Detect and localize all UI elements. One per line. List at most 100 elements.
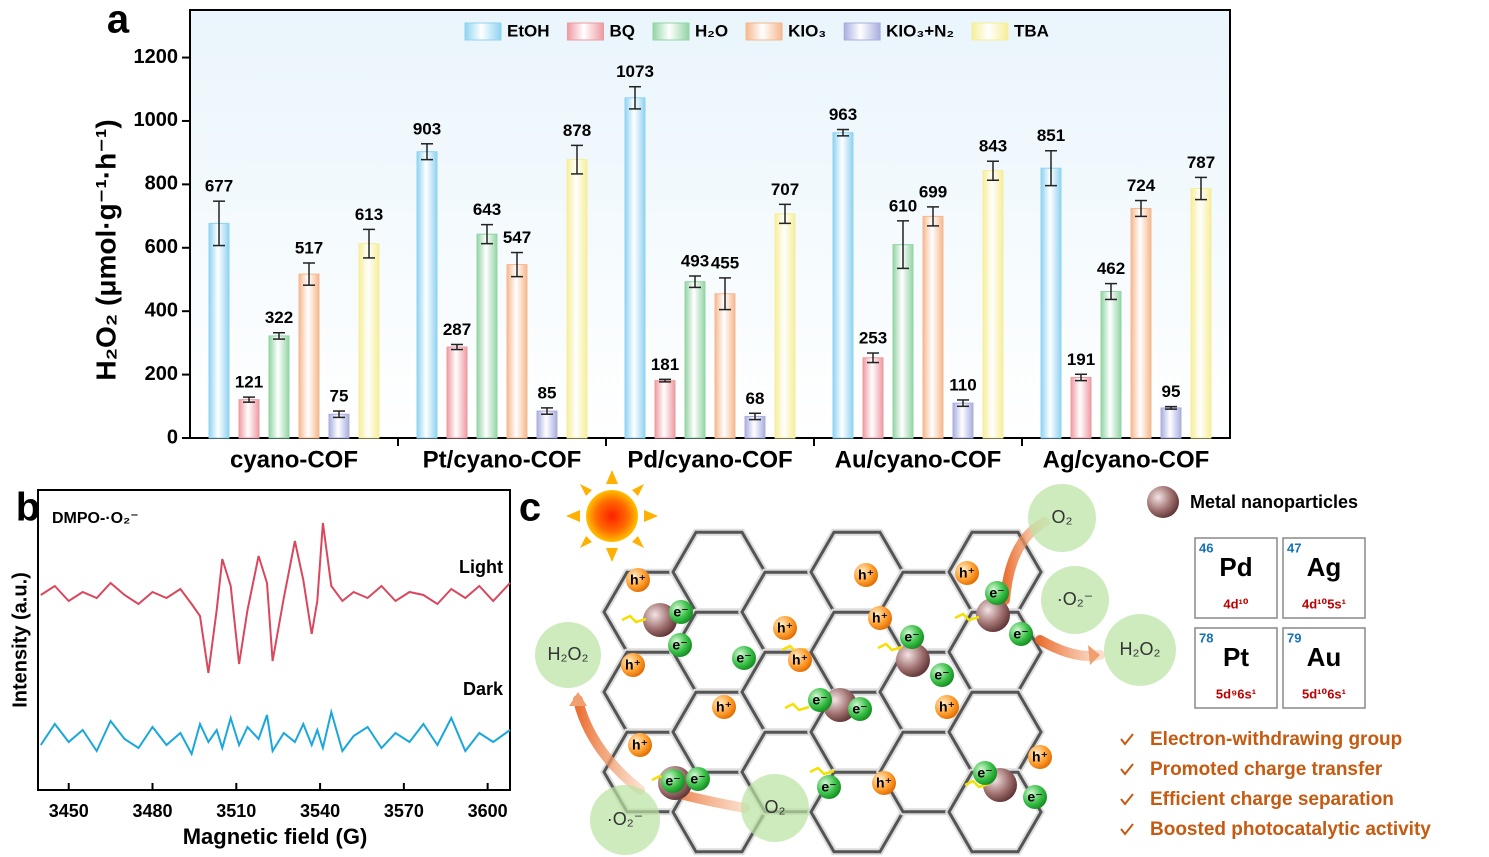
bar	[1040, 167, 1062, 439]
legend-label: TBA	[1014, 21, 1049, 40]
error-bar	[243, 396, 255, 403]
x-tick-label: 3570	[384, 801, 424, 821]
legend-label: EtOH	[507, 21, 550, 40]
transfer-arrow	[621, 614, 647, 624]
element-symbol: Pd	[1219, 552, 1252, 582]
hole	[788, 648, 812, 672]
transfer-arrow	[809, 766, 835, 776]
atomic-number: 46	[1199, 540, 1213, 555]
transfer-arrow	[964, 779, 990, 789]
species-bubble	[535, 622, 601, 688]
value-label: 851	[1037, 126, 1065, 145]
y-tick-label: 0	[167, 426, 178, 448]
electron	[900, 625, 924, 649]
bar	[1100, 291, 1122, 439]
error-bar	[303, 262, 315, 286]
legend-label: KIO₃	[788, 21, 826, 40]
bar	[298, 273, 320, 439]
error-bar	[1045, 150, 1057, 187]
x-axis-label: Magnetic field (G)	[183, 824, 368, 849]
species-label: O₂	[1052, 507, 1073, 527]
legend-label: H₂O	[695, 21, 728, 40]
error-bar	[363, 228, 375, 259]
hole-label: h⁺	[1032, 749, 1048, 765]
advantage: Boosted photocatalytic activity	[1150, 819, 1431, 840]
error-bar	[749, 412, 761, 421]
hexagon	[947, 770, 1043, 854]
hole-label: h⁺	[858, 567, 874, 583]
x-tick-label: 3510	[216, 801, 256, 821]
bar	[832, 132, 854, 439]
hole-label: h⁺	[959, 565, 975, 581]
hole	[621, 653, 645, 677]
error-bar	[837, 128, 849, 137]
element-symbol: Au	[1307, 642, 1342, 672]
bar	[774, 213, 796, 439]
nanoparticle-legend	[1147, 486, 1179, 518]
electron	[930, 663, 954, 687]
electron-label: e⁻	[690, 771, 705, 787]
nanoparticle	[896, 643, 930, 677]
error-bar	[779, 203, 791, 225]
error-bar	[571, 144, 583, 175]
value-label: 517	[295, 238, 323, 257]
electron-label: e⁻	[989, 585, 1004, 601]
nanoparticle	[976, 598, 1010, 632]
bar	[268, 335, 290, 439]
value-label: 253	[859, 329, 887, 348]
species-label: H₂O₂	[1120, 639, 1161, 659]
electron	[668, 633, 692, 657]
hole	[1028, 745, 1052, 769]
electron	[985, 581, 1009, 605]
electron	[669, 600, 693, 624]
bar	[416, 151, 438, 439]
bar	[922, 215, 944, 439]
sun	[566, 470, 658, 562]
element-symbol: Pt	[1223, 642, 1249, 672]
axis-frame	[37, 489, 511, 791]
hole	[935, 695, 959, 719]
hexagon	[944, 688, 1046, 776]
error-bar	[333, 410, 345, 419]
value-label: 95	[1162, 382, 1181, 401]
error-bar	[689, 275, 701, 289]
species-label: ·O₂⁻	[1057, 589, 1093, 609]
axis-frame	[189, 9, 1231, 439]
hole-label: h⁺	[939, 699, 955, 715]
bar	[624, 97, 646, 439]
legend-swatch	[843, 22, 881, 41]
bar	[892, 244, 914, 439]
x-tick-label: Pt/cyano-COF	[423, 446, 582, 473]
value-label: 610	[889, 196, 917, 215]
x-tick-label: 3450	[49, 801, 89, 821]
species-label: O₂	[765, 797, 786, 817]
hole	[868, 606, 892, 630]
value-label: 493	[681, 251, 709, 270]
transfer-arrow	[784, 702, 810, 712]
hole	[872, 771, 896, 795]
value-label: 181	[651, 355, 679, 374]
line-series	[39, 708, 511, 757]
legend-swatch	[567, 22, 604, 41]
bar	[208, 222, 230, 439]
hole-label: h⁺	[630, 572, 646, 588]
error-bar	[273, 331, 285, 340]
error-bar	[213, 200, 225, 247]
x-tick-label: Ag/cyano-COF	[1043, 446, 1210, 473]
y-tick-label: 800	[145, 173, 178, 195]
legend-label: KIO₃+N₂	[886, 21, 954, 40]
error-bar	[1165, 405, 1177, 410]
panel-label: a	[107, 0, 130, 42]
value-label: 68	[746, 389, 765, 408]
x-tick-label: cyano-COF	[230, 446, 358, 473]
electron	[848, 697, 872, 721]
hole	[854, 563, 878, 587]
value-label: 110	[949, 375, 976, 394]
hole-label: h⁺	[872, 610, 888, 626]
electron	[817, 775, 841, 799]
bar	[654, 380, 676, 439]
value-label: 878	[563, 121, 591, 140]
error-bar	[927, 206, 939, 227]
y-tick-label: 600	[145, 236, 178, 258]
